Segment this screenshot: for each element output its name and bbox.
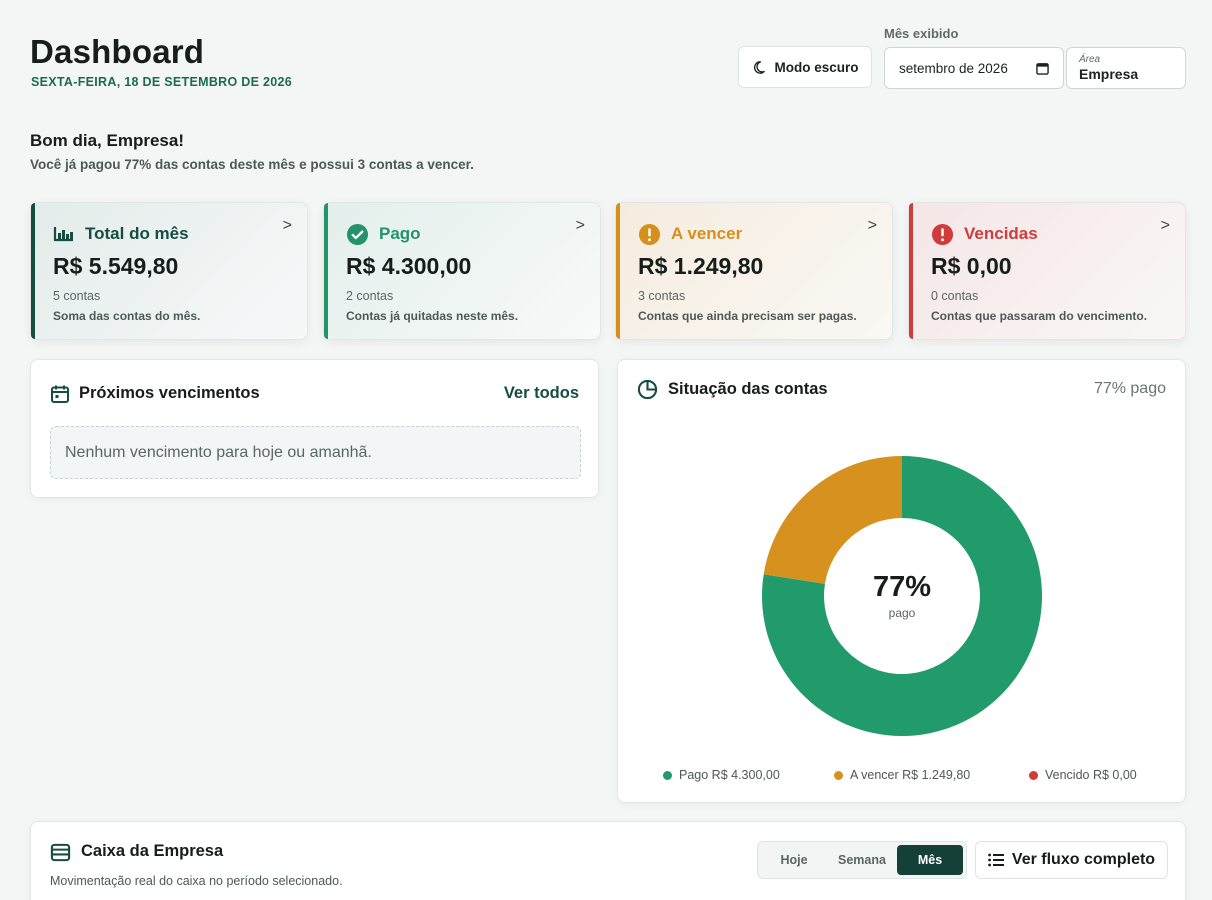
card-a-vencer[interactable]: > A vencer R$ 1.249,80 3 contas Contas q…	[615, 202, 893, 340]
donut-center-label: pago	[888, 606, 916, 620]
check-circle-icon	[346, 223, 369, 245]
moon-icon	[754, 60, 766, 74]
calendar-icon[interactable]	[1036, 62, 1049, 75]
view-flow-button[interactable]: Ver fluxo completo	[975, 841, 1168, 879]
list-icon	[988, 853, 1004, 867]
card-count: 5 contas	[53, 289, 101, 303]
card-accent-bar	[31, 203, 35, 339]
wallet-icon	[50, 843, 71, 862]
month-input[interactable]: setembro de 2026	[884, 47, 1064, 89]
card-accent-bar	[909, 203, 913, 339]
month-value: setembro de 2026	[899, 60, 1008, 76]
legend-label: A vencer R$ 1.249,80	[850, 768, 971, 782]
status-percent: 77% pago	[1093, 380, 1166, 397]
dark-mode-button[interactable]: Modo escuro	[738, 46, 872, 88]
legend-label: Pago R$ 4.300,00	[679, 768, 780, 782]
card-value: R$ 0,00	[931, 253, 1012, 279]
cash-title: Caixa da Empresa	[81, 842, 224, 860]
card-title: Pago	[379, 224, 421, 243]
card-vencidas[interactable]: > Vencidas R$ 0,00 0 contas Contas que p…	[908, 202, 1186, 340]
current-date: SEXTA-FEIRA, 18 DE SETEMBRO DE 2026	[31, 75, 293, 89]
view-flow-label: Ver fluxo completo	[1011, 851, 1156, 868]
legend-label: Vencido R$ 0,00	[1045, 768, 1137, 782]
upcoming-panel: Próximos vencimentos Ver todos Nenhum ve…	[30, 359, 599, 498]
area-label: Área	[1079, 54, 1101, 65]
card-value: R$ 4.300,00	[346, 253, 472, 279]
donut-slice-a-vencer	[763, 456, 902, 584]
chevron-right-icon[interactable]: >	[1160, 217, 1170, 234]
error-circle-icon	[931, 223, 954, 245]
period-selector: Hoje Semana Mês	[757, 841, 967, 879]
card-title: Total do mês	[85, 224, 189, 243]
period-month[interactable]: Mês	[897, 845, 963, 875]
card-accent-bar	[616, 203, 620, 339]
cash-subtitle: Movimentação real do caixa no período se…	[50, 874, 343, 888]
area-select[interactable]: Área Empresa	[1066, 47, 1186, 89]
empty-state: Nenhum vencimento para hoje ou amanhã.	[50, 426, 581, 479]
card-total[interactable]: > Total do mês R$ 5.549,80 5 contas Soma…	[30, 202, 308, 340]
status-title: Situação das contas	[668, 380, 828, 398]
donut-slice-pago	[762, 456, 1042, 736]
upcoming-title: Próximos vencimentos	[79, 384, 260, 402]
card-value: R$ 1.249,80	[638, 253, 764, 279]
card-count: 3 contas	[638, 289, 686, 303]
legend-item-pago: Pago R$ 4.300,00	[663, 768, 780, 782]
calendar-icon	[51, 385, 69, 403]
card-description: Contas já quitadas neste mês.	[346, 309, 519, 323]
card-description: Contas que passaram do vencimento.	[931, 309, 1148, 323]
card-pago[interactable]: > Pago R$ 4.300,00 2 contas Contas já qu…	[323, 202, 601, 340]
chevron-right-icon[interactable]: >	[575, 217, 585, 234]
greeting-subtitle: Você já pagou 77% das contas deste mês e…	[30, 157, 474, 172]
card-description: Soma das contas do mês.	[53, 309, 201, 323]
legend-item-a-vencer: A vencer R$ 1.249,80	[834, 768, 970, 782]
card-title: Vencidas	[964, 224, 1038, 243]
page-title: Dashboard	[30, 33, 205, 70]
donut-center-value: 77%	[872, 571, 932, 603]
view-all-link[interactable]: Ver todos	[503, 384, 579, 402]
card-value: R$ 5.549,80	[53, 253, 179, 279]
card-count: 0 contas	[931, 289, 979, 303]
period-week[interactable]: Semana	[838, 853, 886, 867]
status-panel: Situação das contas 77% pago 77% pago Pa…	[617, 359, 1186, 803]
greeting-title: Bom dia, Empresa!	[30, 131, 184, 150]
card-accent-bar	[324, 203, 328, 339]
card-title: A vencer	[671, 224, 743, 243]
alert-circle-icon	[638, 223, 661, 245]
card-count: 2 contas	[346, 289, 394, 303]
bar-chart-icon	[53, 227, 73, 242]
chevron-right-icon[interactable]: >	[282, 217, 292, 234]
legend-item-vencido: Vencido R$ 0,00	[1029, 768, 1137, 782]
chevron-right-icon[interactable]: >	[867, 217, 877, 234]
card-description: Contas que ainda precisam ser pagas.	[638, 309, 857, 323]
month-label: Mês exibido	[884, 26, 959, 41]
pie-chart-icon	[637, 379, 658, 400]
donut-chart	[762, 456, 1042, 736]
legend-dot	[834, 770, 843, 780]
legend-dot	[1029, 770, 1038, 780]
dark-mode-label: Modo escuro	[774, 59, 859, 75]
legend-dot	[663, 770, 672, 780]
cash-panel: Caixa da Empresa Movimentação real do ca…	[30, 821, 1186, 900]
area-value: Empresa	[1079, 66, 1139, 82]
period-today[interactable]: Hoje	[780, 853, 808, 867]
